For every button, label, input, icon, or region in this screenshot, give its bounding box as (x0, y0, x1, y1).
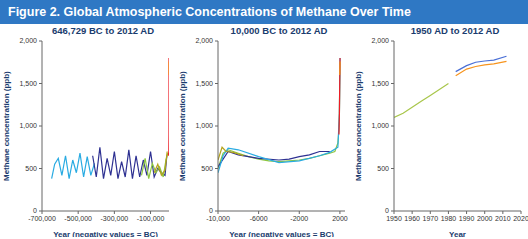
svg-text:1,500: 1,500 (19, 80, 37, 87)
svg-text:1,500: 1,500 (195, 80, 213, 87)
svg-text:0: 0 (385, 207, 389, 214)
html-text:646,729 BC to 2012 AD: 646,729 BC to 2012 AD (52, 25, 154, 36)
svg-text:Year (negative values = BC): Year (negative values = BC) (229, 230, 334, 237)
svg-text:500: 500 (377, 165, 389, 172)
svg-text:1,000: 1,000 (19, 122, 37, 129)
html-text:1950 AD to 2012 AD: 1950 AD to 2012 AD (410, 25, 500, 36)
svg-text:Methane concentration (ppb): Methane concentration (ppb) (178, 71, 187, 181)
svg-text:500: 500 (201, 165, 213, 172)
svg-text:1960: 1960 (404, 215, 420, 222)
svg-text:Methane concentration (ppb): Methane concentration (ppb) (8, 71, 11, 181)
svg-text:-700,000: -700,000 (28, 215, 56, 222)
svg-text:-6000: -6000 (250, 215, 268, 222)
svg-text:0: 0 (209, 207, 213, 214)
svg-text:Year (negative values = BC): Year (negative values = BC) (53, 230, 158, 237)
svg-text:2010: 2010 (495, 215, 511, 222)
svg-text:-2000: -2000 (290, 215, 308, 222)
svg-text:2,000: 2,000 (19, 37, 37, 44)
svg-text:1990: 1990 (459, 215, 475, 222)
svg-text:-300,000: -300,000 (101, 215, 129, 222)
svg-text:2,000: 2,000 (195, 37, 213, 44)
svg-text:Methane concentration (ppb): Methane concentration (ppb) (354, 71, 363, 181)
svg-text:1,000: 1,000 (195, 122, 213, 129)
svg-text:-100,000: -100,000 (137, 215, 165, 222)
svg-text:2020: 2020 (513, 215, 520, 222)
html-text:10,000 BC to 2012 AD: 10,000 BC to 2012 AD (230, 25, 328, 36)
svg-text:1950: 1950 (386, 215, 402, 222)
svg-text:-10,000: -10,000 (206, 215, 230, 222)
svg-text:-500,000: -500,000 (64, 215, 92, 222)
svg-text:2,000: 2,000 (371, 37, 389, 44)
svg-text:1980: 1980 (441, 215, 457, 222)
svg-text:1970: 1970 (422, 215, 438, 222)
svg-text:500: 500 (25, 165, 37, 172)
html-text:Figure 2. Global Atmospheric C: Figure 2. Global Atmospheric Concentrati… (8, 5, 411, 19)
svg-text:1,000: 1,000 (371, 122, 389, 129)
svg-text:2000: 2000 (332, 215, 348, 222)
svg-text:1,500: 1,500 (371, 80, 389, 87)
svg-text:Year: Year (449, 230, 466, 237)
svg-text:2000: 2000 (477, 215, 493, 222)
svg-text:0: 0 (33, 207, 37, 214)
